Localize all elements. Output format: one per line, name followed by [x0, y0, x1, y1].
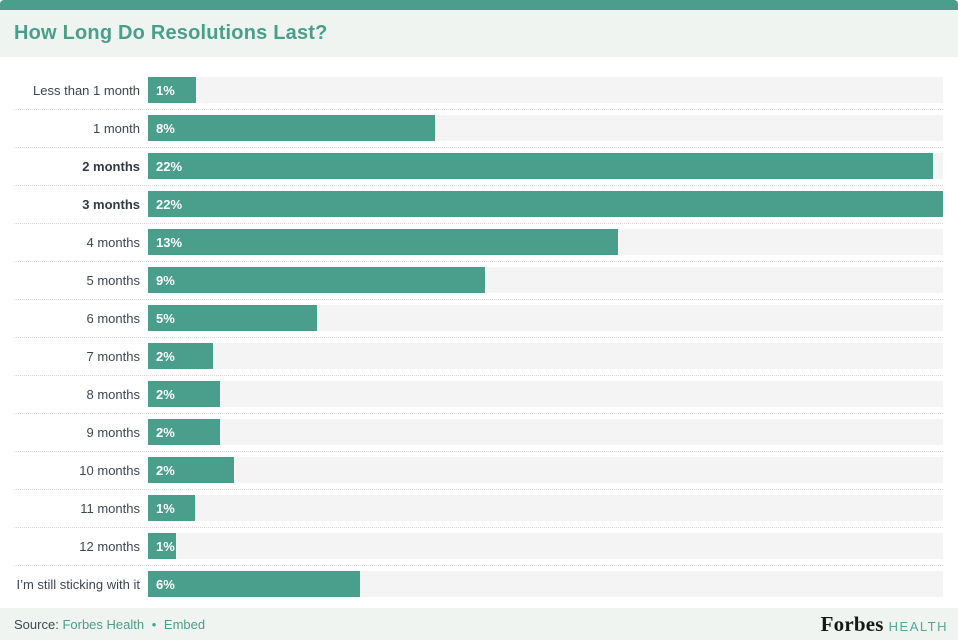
category-label: 1 month: [93, 120, 140, 136]
bar-track: 5%: [148, 305, 943, 331]
chart-row: 10 months 2%: [14, 457, 943, 490]
bar: 8%: [148, 115, 435, 141]
value-label: 1%: [156, 500, 175, 516]
chart-header: How Long Do Resolutions Last?: [0, 10, 958, 57]
footer-bar: Source: Forbes Health • Embed Forbes HEA…: [0, 608, 958, 640]
chart-row: 5 months 9%: [14, 267, 943, 300]
bar-track: 8%: [148, 115, 943, 141]
bar: 22%: [148, 153, 933, 179]
value-label: 2%: [156, 462, 175, 478]
bar: 2%: [148, 381, 221, 407]
value-label: 6%: [156, 576, 175, 592]
value-label: 5%: [156, 310, 175, 326]
value-label: 1%: [156, 538, 175, 554]
value-label: 2%: [156, 424, 175, 440]
source-line: Source: Forbes Health • Embed: [14, 617, 205, 632]
chart-row: 2 months 22%: [14, 153, 943, 186]
category-label: 10 months: [79, 462, 140, 478]
bar: 1%: [148, 533, 176, 559]
value-label: 2%: [156, 386, 175, 402]
category-label: 7 months: [86, 348, 140, 364]
bar-track: 9%: [148, 267, 943, 293]
bar: 2%: [148, 419, 221, 445]
bar: 1%: [148, 77, 196, 103]
bar-track: 2%: [148, 343, 943, 369]
category-label: 2 months: [82, 158, 140, 174]
bar: 13%: [148, 229, 618, 255]
category-label: 9 months: [86, 424, 140, 440]
value-label: 13%: [156, 234, 183, 250]
chart-row: 8 months 2%: [14, 381, 943, 414]
chart-row: 7 months 2%: [14, 343, 943, 376]
bar: 6%: [148, 571, 361, 597]
health-wordmark: HEALTH: [888, 618, 948, 634]
bar-track: 6%: [148, 571, 943, 597]
value-label: 9%: [156, 272, 175, 288]
source-label: Source:: [14, 616, 59, 632]
chart-row: 11 months 1%: [14, 495, 943, 528]
chart-rows: Less than 1 month 1% 1 month 8% 2 months…: [14, 77, 943, 597]
value-label: 22%: [156, 158, 183, 174]
bullet-separator: •: [151, 616, 157, 632]
chart-row: 6 months 5%: [14, 305, 943, 338]
chart-title: How Long Do Resolutions Last?: [14, 22, 328, 44]
chart-row: Less than 1 month 1%: [14, 77, 943, 110]
forbes-health-logo: Forbes HEALTH: [821, 612, 948, 637]
category-label: I’m still sticking with it: [16, 576, 140, 592]
category-label: Less than 1 month: [33, 82, 140, 98]
bar-track: 22%: [148, 153, 943, 179]
bar: 2%: [148, 457, 234, 483]
bar-track: 1%: [148, 495, 943, 521]
chart-row: 3 months 22%: [14, 191, 943, 224]
bar-chart: Less than 1 month 1% 1 month 8% 2 months…: [0, 57, 958, 608]
category-label: 11 months: [80, 500, 140, 516]
bar: 1%: [148, 495, 195, 521]
bar: 5%: [148, 305, 318, 331]
source-link[interactable]: Forbes Health: [62, 616, 145, 632]
category-label: 3 months: [82, 196, 140, 212]
value-label: 2%: [156, 348, 175, 364]
category-label: 8 months: [86, 386, 140, 402]
bar-track: 22%: [148, 191, 943, 217]
value-label: 1%: [156, 82, 175, 98]
chart-row: 1 month 8%: [14, 115, 943, 148]
chart-row: 4 months 13%: [14, 229, 943, 262]
bar-track: 2%: [148, 381, 943, 407]
top-accent-bar: [0, 0, 958, 10]
bar: 22%: [148, 191, 943, 217]
category-label: 12 months: [79, 538, 140, 554]
bar: 2%: [148, 343, 214, 369]
value-label: 8%: [156, 120, 175, 136]
bar: 9%: [148, 267, 486, 293]
bar-track: 1%: [148, 533, 943, 559]
bar-track: 2%: [148, 457, 943, 483]
category-label: 4 months: [86, 234, 140, 250]
value-label: 22%: [156, 196, 183, 212]
category-label: 5 months: [86, 272, 140, 288]
category-label: 6 months: [86, 310, 140, 326]
chart-row: I’m still sticking with it 6%: [14, 571, 943, 597]
bar-track: 1%: [148, 77, 943, 103]
embed-link[interactable]: Embed: [163, 616, 206, 632]
chart-row: 9 months 2%: [14, 419, 943, 452]
chart-row: 12 months 1%: [14, 533, 943, 566]
bar-track: 13%: [148, 229, 943, 255]
bar-track: 2%: [148, 419, 943, 445]
forbes-wordmark: Forbes: [820, 611, 884, 636]
